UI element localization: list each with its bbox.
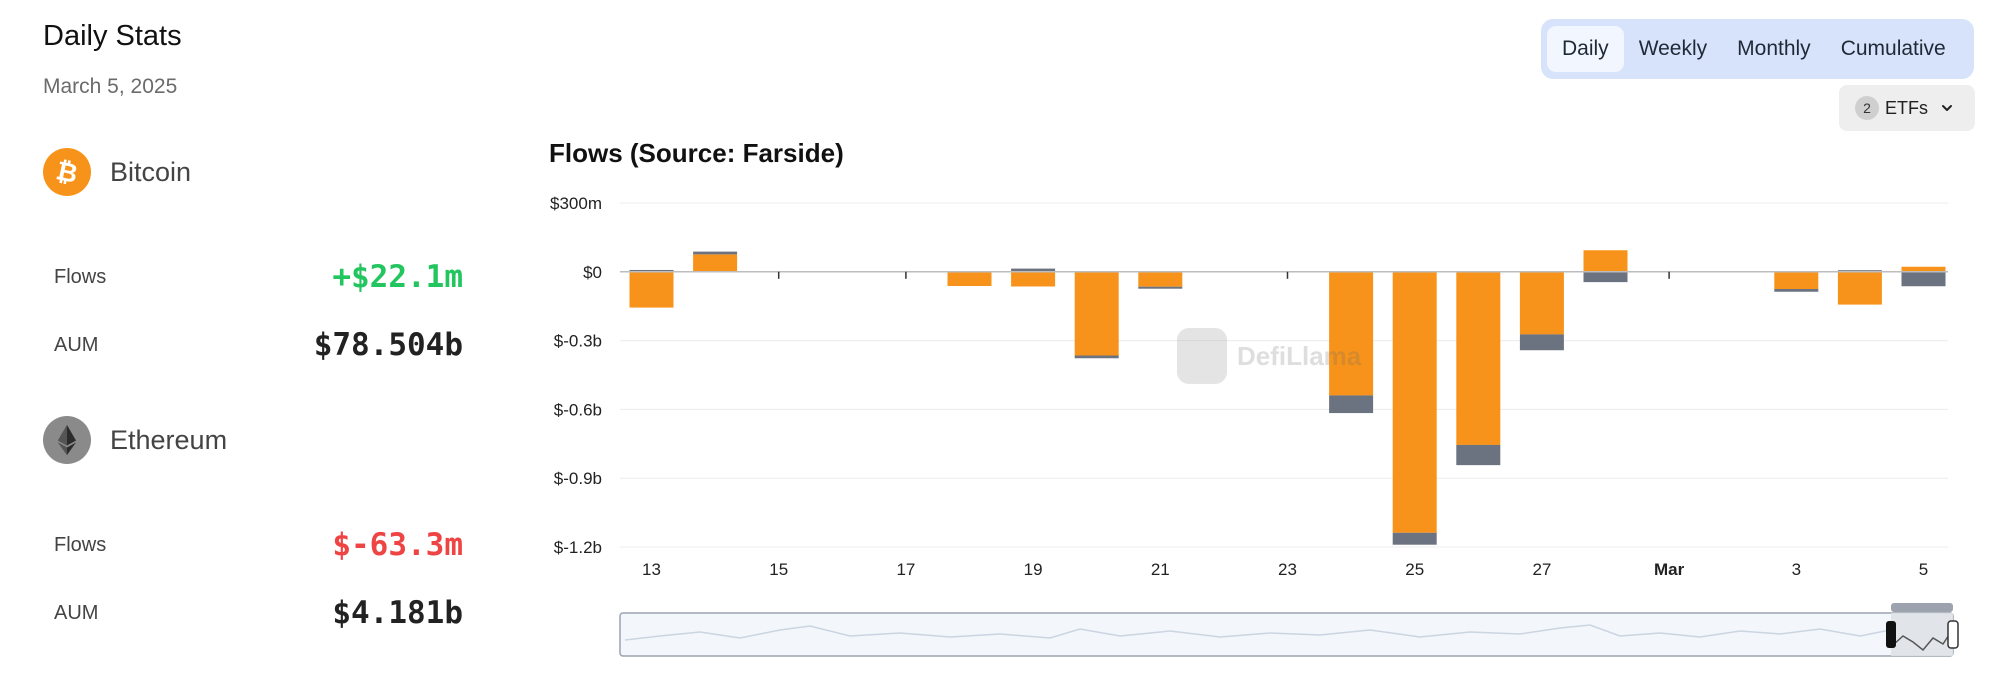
bar-bitcoin-26[interactable] (1456, 271, 1501, 445)
bar-ethereum-19[interactable] (1011, 268, 1056, 272)
bar-bitcoin-24[interactable] (1329, 271, 1374, 396)
bar-bitcoin-3[interactable] (1774, 271, 1819, 289)
x-tick-label: 27 (1532, 560, 1551, 579)
range-drag-bar[interactable] (1891, 603, 1953, 612)
ethereum-header: Ethereum (43, 416, 227, 464)
bar-bitcoin-20[interactable] (1074, 271, 1119, 356)
y-tick-label: $-0.3b (554, 332, 602, 351)
bar-ethereum-27[interactable] (1519, 334, 1564, 351)
bar-bitcoin-21[interactable] (1138, 271, 1183, 287)
watermark-text: DefiLlama (1237, 341, 1362, 371)
bitcoin-aum-value: $78.504b (313, 327, 463, 363)
etf-filter-button[interactable]: 2 ETFs (1839, 85, 1975, 131)
bitcoin-section: ₿ Bitcoin Flows +$22.1m AUM $78.504b (43, 148, 463, 363)
bar-bitcoin-27[interactable] (1519, 271, 1564, 335)
ethereum-aum-row: AUM $4.181b (54, 593, 463, 633)
chart-bars (629, 250, 1946, 545)
bar-ethereum-28[interactable] (1583, 271, 1628, 283)
bitcoin-flows-row: Flows +$22.1m (54, 257, 463, 297)
period-tabs: Daily Weekly Monthly Cumulative (1541, 19, 1974, 79)
bar-ethereum-3[interactable] (1774, 289, 1819, 292)
bitcoin-flows-value: +$22.1m (332, 259, 463, 295)
y-tick-label: $-0.9b (554, 469, 602, 488)
x-tick-label: 13 (642, 560, 661, 579)
tab-monthly[interactable]: Monthly (1737, 37, 1811, 60)
range-handle-right[interactable] (1947, 620, 1959, 649)
ethereum-icon (43, 416, 91, 464)
bitcoin-icon: ₿ (43, 148, 91, 196)
chevron-down-icon (1940, 101, 1954, 115)
ethereum-section: Ethereum Flows $-63.3m AUM $4.181b (43, 416, 463, 631)
ethereum-aum-value: $4.181b (332, 595, 463, 631)
x-tick-label: Mar (1654, 560, 1685, 579)
bar-ethereum-26[interactable] (1456, 444, 1501, 466)
y-axis: $300m $0 $-0.3b $-0.6b $-0.9b $-1.2b (550, 194, 602, 557)
bitcoin-header: ₿ Bitcoin (43, 148, 191, 196)
x-tick-label: 17 (896, 560, 915, 579)
bar-bitcoin-18[interactable] (947, 271, 992, 287)
watermark-logo (1177, 328, 1227, 384)
bar-ethereum-20[interactable] (1074, 355, 1119, 359)
bar-bitcoin-25[interactable] (1392, 271, 1437, 533)
ethereum-flows-value: $-63.3m (332, 527, 463, 563)
range-navigator-track[interactable] (619, 612, 1954, 657)
bitcoin-name: Bitcoin (110, 156, 192, 187)
page-title: Daily Stats (43, 20, 182, 52)
chart-gridlines (620, 202, 1948, 548)
bar-bitcoin-14[interactable] (693, 254, 738, 272)
x-tick-label: 5 (1919, 560, 1928, 579)
x-tick-label: 21 (1151, 560, 1170, 579)
ethereum-flows-row: Flows $-63.3m (54, 525, 463, 565)
x-tick-label: 23 (1278, 560, 1297, 579)
bar-bitcoin-5[interactable] (1901, 266, 1946, 272)
bitcoin-aum-label: AUM (54, 333, 99, 356)
bar-ethereum-5[interactable] (1901, 271, 1946, 287)
range-selection-preview (1892, 631, 1952, 652)
etf-filter-label: ETFs (1885, 97, 1928, 118)
y-tick-label: $0 (583, 263, 602, 282)
range-handle-left[interactable] (1886, 621, 1896, 648)
y-tick-label: $300m (550, 194, 602, 213)
etf-count-badge: 2 (1855, 96, 1879, 120)
chart-title: Flows (Source: Farside) (549, 138, 844, 168)
stats-date: March 5, 2025 (43, 75, 178, 98)
tab-weekly[interactable]: Weekly (1638, 37, 1708, 60)
bar-ethereum-24[interactable] (1329, 395, 1374, 414)
ethereum-aum-label: AUM (54, 601, 99, 624)
y-tick-label: $-1.2b (554, 538, 602, 557)
ethereum-name: Ethereum (110, 424, 228, 455)
range-slider[interactable] (619, 603, 1959, 657)
bar-ethereum-14[interactable] (693, 251, 738, 255)
bar-bitcoin-4[interactable] (1837, 271, 1882, 305)
x-tick-label: 19 (1024, 560, 1043, 579)
bar-ethereum-25[interactable] (1392, 532, 1437, 545)
y-tick-label: $-0.6b (554, 400, 602, 419)
bar-bitcoin-28[interactable] (1583, 250, 1628, 272)
bitcoin-aum-row: AUM $78.504b (54, 325, 463, 365)
x-tick-label: 25 (1405, 560, 1424, 579)
x-axis: 13 15 17 19 21 23 25 27 Mar 3 5 (642, 271, 1928, 579)
bitcoin-flows-label: Flows (54, 265, 107, 288)
bar-ethereum-13[interactable] (629, 269, 674, 272)
tab-daily[interactable]: Daily (1547, 26, 1624, 72)
ethereum-flows-label: Flows (54, 533, 107, 556)
watermark: DefiLlama (1177, 328, 1362, 384)
tab-cumulative[interactable]: Cumulative (1840, 37, 1946, 60)
range-navigator-preview (624, 624, 1891, 641)
x-tick-label: 15 (769, 560, 788, 579)
bar-bitcoin-13[interactable] (629, 271, 674, 308)
bar-ethereum-21[interactable] (1138, 286, 1183, 289)
bar-bitcoin-19[interactable] (1011, 271, 1056, 287)
x-tick-label: 3 (1792, 560, 1801, 579)
